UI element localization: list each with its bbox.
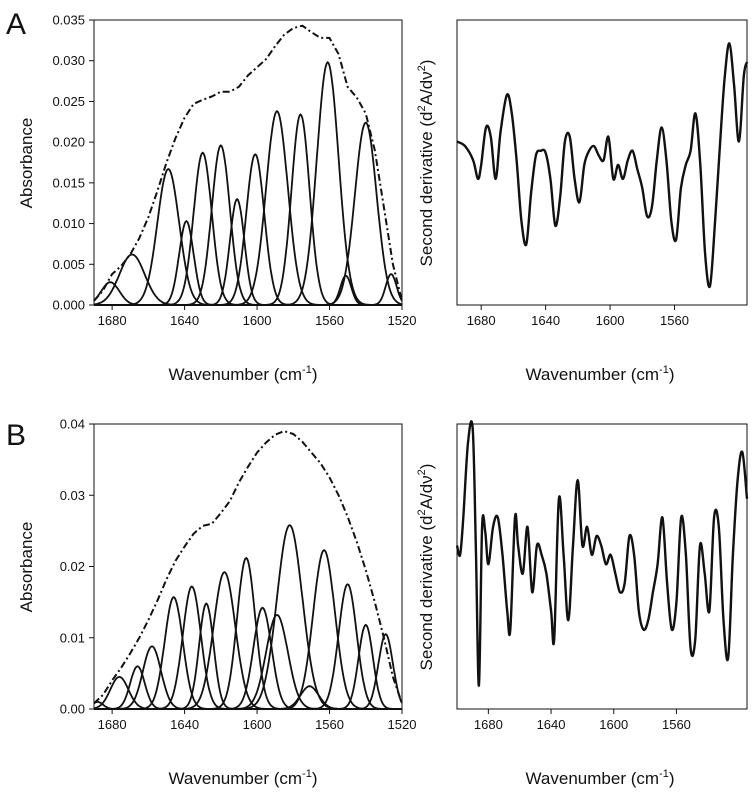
- panel-letter-a: A: [6, 8, 26, 41]
- x-tick-label: 1600: [596, 313, 625, 328]
- y-tick-label: 0.000: [52, 298, 85, 313]
- panel-a-fit-marks: [93, 24, 403, 306]
- y-tick-label: 0.030: [52, 53, 85, 68]
- y-tick-label: 0.025: [52, 94, 85, 109]
- x-tick-label: 1680: [98, 313, 127, 328]
- x-tick-label: 1680: [467, 313, 496, 328]
- x-tick-label: 1640: [531, 313, 560, 328]
- y-tick-label: 0.00: [60, 702, 85, 717]
- panel-a-derivative-marks: [456, 42, 749, 289]
- x-tick-label: 1600: [599, 717, 628, 732]
- envelope-line: [93, 24, 403, 302]
- x-tick-label: 1520: [388, 717, 417, 732]
- panel-a-derivative-x-ticks: 1680 1640 1600 1560: [467, 305, 689, 328]
- component-band-line: [94, 121, 403, 306]
- y-tick-label: 0.015: [52, 175, 85, 190]
- x-tick-label: 1560: [662, 717, 691, 732]
- y-tick-label: 0.020: [52, 135, 85, 150]
- panel-b-derivative-y-label: Second derivative (d2A/dν2): [416, 464, 436, 671]
- panel-b-derivative-marks: [455, 420, 749, 687]
- panel-b-fit-marks: [93, 430, 403, 710]
- panel-a-fit-y-label: Absorbance: [17, 118, 36, 209]
- panel-b-derivative-x-label: Wavenumber (cm-1): [526, 768, 675, 788]
- panel-b-derivative-x-ticks: 1680 1640 1600 1560: [474, 709, 691, 732]
- panel-a-fit-y-ticks: 0.000 0.005 0.010 0.015 0.020 0.025 0.030 0.035: [52, 13, 94, 313]
- panel-a-derivative-plot-frame: [456, 19, 748, 306]
- second-derivative-line: [455, 420, 749, 687]
- panel-b-fit-x-label: Wavenumber (cm-1): [169, 768, 318, 788]
- panel-b-fit-y-ticks: 0.00 0.01 0.02 0.03 0.04: [60, 417, 94, 717]
- y-tick-label: 0.04: [60, 417, 85, 432]
- y-tick-label: 0.035: [52, 13, 85, 28]
- component-band-line: [94, 585, 402, 710]
- x-tick-label: 1600: [243, 313, 272, 328]
- second-derivative-line: [456, 42, 749, 289]
- component-band-line: [94, 556, 402, 710]
- x-tick-label: 1640: [537, 717, 566, 732]
- x-tick-label: 1640: [170, 313, 199, 328]
- panel-letter-b: B: [6, 419, 26, 452]
- panel-a-derivative-chart: 1680 1640 1600 1560 Second derivative (d2A/…: [416, 19, 749, 384]
- x-tick-label: 1640: [170, 717, 199, 732]
- y-tick-label: 0.010: [52, 216, 85, 231]
- x-tick-label: 1560: [315, 717, 344, 732]
- panel-a-fit-chart: 0.000 0.005 0.010 0.015 0.020 0.025 0.030 0.035…: [17, 13, 416, 385]
- y-tick-label: 0.005: [52, 257, 85, 272]
- y-tick-label: 0.03: [60, 488, 85, 503]
- component-band-line: [94, 151, 402, 306]
- component-band-line: [94, 273, 403, 306]
- envelope-line: [93, 430, 403, 705]
- component-band-line: [94, 583, 402, 710]
- y-tick-label: 0.02: [60, 559, 85, 574]
- component-band-line: [94, 633, 403, 710]
- component-band-line: [94, 197, 402, 306]
- component-band-line: [94, 144, 402, 306]
- x-tick-label: 1560: [315, 313, 344, 328]
- component-band-line: [93, 281, 402, 306]
- panel-a-derivative-x-label: Wavenumber (cm-1): [526, 364, 675, 384]
- component-band-line: [94, 571, 402, 710]
- y-tick-label: 0.01: [60, 630, 85, 645]
- panel-b-derivative-chart: 1680 1640 1600 1560 Second derivative (d2A/…: [416, 420, 749, 788]
- panel-a-derivative-y-label: Second derivative (d2A/dν2): [416, 60, 436, 267]
- panel-a-fit-x-ticks: 1680 1640 1600 1560 1520: [98, 305, 417, 328]
- panel-a-fit-x-label: Wavenumber (cm-1): [169, 364, 318, 384]
- x-tick-label: 1600: [243, 717, 272, 732]
- panel-b-fit-x-ticks: 1680 1640 1600 1560 1520: [98, 709, 417, 732]
- component-band-line: [94, 596, 402, 710]
- x-tick-label: 1520: [388, 313, 417, 328]
- panel-b-fit-y-label: Absorbance: [17, 522, 36, 613]
- panel-b-derivative-plot-frame: [456, 423, 748, 710]
- x-tick-label: 1560: [660, 313, 689, 328]
- x-tick-label: 1680: [98, 717, 127, 732]
- x-tick-label: 1680: [474, 717, 503, 732]
- panel-b-fit-chart: 0.00 0.01 0.02 0.03 0.04 1680 1640 1600 1560 152…: [17, 417, 416, 789]
